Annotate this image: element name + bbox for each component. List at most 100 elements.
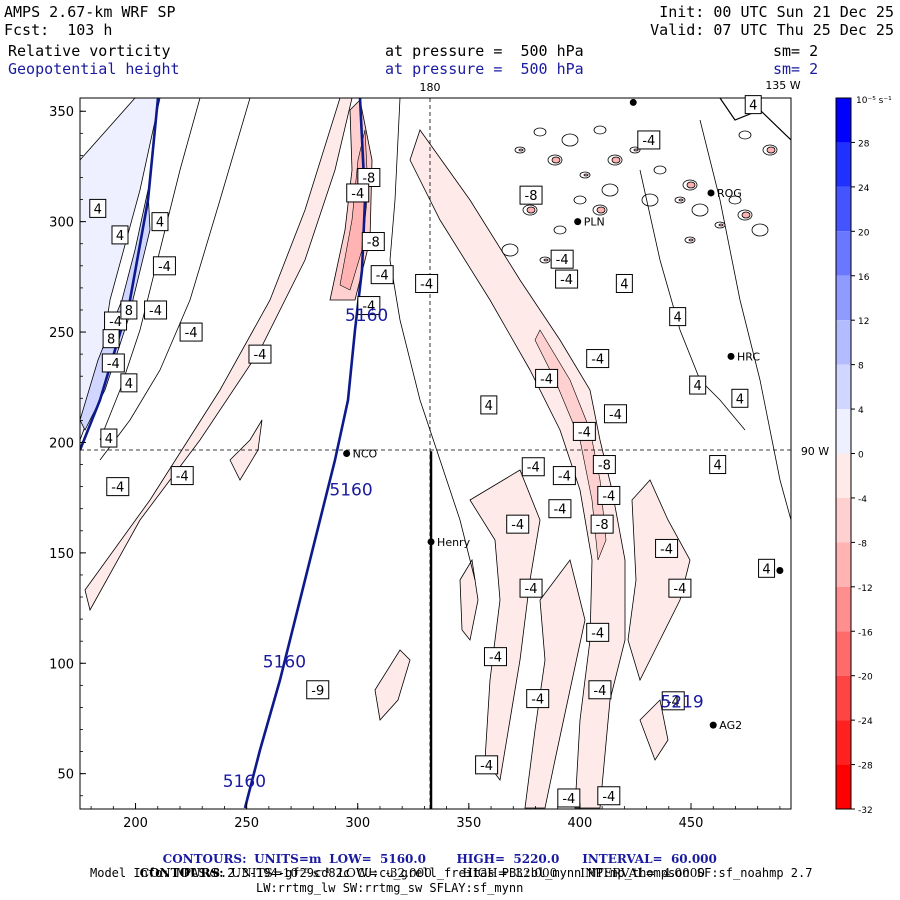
- vorticity-label-text: 4: [125, 377, 133, 392]
- station-label: NCO: [353, 448, 378, 461]
- vorticity-cell-core: [596, 206, 606, 214]
- vorticity-cell: [762, 144, 778, 156]
- vorticity-cell: [714, 221, 726, 229]
- vorticity-contour-label: -4: [661, 691, 685, 711]
- colorbar-label: -32: [858, 806, 873, 816]
- vorticity-label-box: [661, 691, 685, 711]
- vorticity-contour-label: -4: [179, 322, 203, 342]
- vorticity-contour-label: -8: [361, 232, 385, 252]
- vorticity-contour-label: 4: [615, 273, 633, 293]
- vorticity-cell: [737, 209, 753, 221]
- vorticity-label-text: 4: [485, 399, 493, 414]
- colorbar-band: [836, 542, 851, 587]
- station-ag2: AG2: [709, 719, 742, 732]
- vorticity-contour-label: -4: [346, 183, 370, 203]
- vorticity-label-box: [483, 647, 507, 667]
- colorbar-band: [836, 453, 851, 498]
- vorticity-cell: [547, 154, 563, 166]
- vorticity-label-text: -4: [185, 326, 198, 341]
- vorticity-cell: [691, 203, 709, 217]
- vorticity-cell: [592, 204, 608, 216]
- vorticity-contour-label: 8: [102, 329, 120, 349]
- grid-label-90w: 90 W: [801, 445, 829, 458]
- colorbar-band: [836, 586, 851, 632]
- vorticity-label-box: [603, 404, 627, 424]
- vorticity-cell-core: [611, 156, 621, 164]
- vorticity-contour-label: -8: [592, 455, 616, 475]
- vorticity-contour-label: 4: [731, 388, 749, 408]
- station-henry: Henry: [427, 536, 471, 549]
- vorticity-contour-label: -4: [588, 680, 612, 700]
- vort-contour-label: CONTOURS:: [139, 866, 224, 880]
- vorticity-contour-label: -4: [552, 466, 576, 486]
- vorticity-label-text: 4: [762, 562, 770, 577]
- vorticity-label-box: [731, 388, 749, 408]
- vorticity-label-text: -4: [376, 269, 389, 284]
- colorbar-label: -8: [858, 539, 867, 549]
- vorticity-contour-label: -8: [357, 167, 381, 187]
- vorticity-label-text: 4: [736, 392, 744, 407]
- vorticity-contour-label: 4: [709, 455, 727, 475]
- vorticity-cell: [607, 154, 623, 166]
- vorticity-label-box: [102, 329, 120, 349]
- station-hrc: HRC: [727, 350, 760, 363]
- station-dot: [343, 450, 351, 457]
- x-tick-label-200: 200: [123, 816, 148, 831]
- vorticity-label-text: 8: [107, 333, 115, 348]
- vorticity-label-text: 4: [674, 311, 682, 326]
- grid-label-135w: 135 W: [765, 79, 800, 92]
- station-label: Henry: [437, 536, 471, 549]
- colorbar-label: 20: [858, 228, 870, 238]
- station-label: AG2: [719, 719, 742, 732]
- colorbar-label: -4: [858, 495, 867, 505]
- vorticity-contour-label: -4: [668, 578, 692, 598]
- y-tick-label-50: 50: [57, 768, 74, 783]
- vorticity-label-box: [637, 130, 661, 150]
- vorticity-cell: [682, 179, 698, 191]
- height-contour-value: 5160: [345, 306, 388, 326]
- vorticity-label-text: -4: [527, 461, 540, 476]
- colorbar-band: [836, 98, 851, 143]
- station-dot: [629, 98, 637, 106]
- x-tick-label-350: 350: [456, 816, 481, 831]
- vorticity-label-text: -4: [667, 695, 680, 710]
- vorticity-label-text: 4: [116, 229, 124, 244]
- vorticity-contour-label: -4: [144, 300, 168, 320]
- vorticity-label-text: -4: [511, 518, 524, 533]
- vorticity-cell: [653, 165, 667, 175]
- x-tick-label-250: 250: [234, 816, 259, 831]
- vorticity-cell: [561, 133, 579, 147]
- vorticity-label-box: [548, 499, 572, 519]
- grid-label-180: 180: [420, 81, 441, 94]
- vorticity-label-box: [170, 466, 194, 486]
- y-tick-label-200: 200: [49, 436, 74, 451]
- vorticity-label-text: -9: [311, 684, 324, 699]
- vorticity-label-text: -4: [176, 470, 189, 485]
- vorticity-label-text: 4: [714, 459, 722, 474]
- height-contour-value: 5160: [223, 772, 266, 792]
- station-dot: [727, 352, 735, 360]
- vorticity-label-box: [552, 466, 576, 486]
- station-pln: PLN: [574, 216, 605, 229]
- vorticity-contour-label: 4: [120, 373, 138, 393]
- vorticity-label-box: [590, 514, 614, 534]
- vorticity-label-box: [597, 786, 621, 806]
- vorticity-label-box: [586, 622, 610, 642]
- vorticity-label-text: -4: [420, 277, 433, 292]
- x-tick-label-300: 300: [345, 816, 370, 831]
- vorticity-contour-label: -4: [106, 477, 130, 497]
- vorticity-contour-label: 4: [100, 428, 118, 448]
- vorticity-label-box: [597, 485, 621, 505]
- vorticity-contour-label: -4: [535, 368, 559, 388]
- model-info-2: LW:rrtmg_lw SW:rrtmg_sw SFLAY:sf_mynn: [256, 881, 524, 895]
- vorticity-label-box: [346, 183, 370, 203]
- colorbar-label: 16: [858, 273, 870, 283]
- vorticity-cell: [553, 225, 567, 235]
- vorticity-label-box: [668, 578, 692, 598]
- vorticity-label-box: [415, 273, 439, 293]
- vorticity-cell: [573, 195, 587, 205]
- vort-contour-low: LOW= -32.000: [337, 866, 432, 880]
- vorticity-cell: [751, 223, 769, 237]
- vorticity-label-text: -4: [525, 582, 538, 597]
- vorticity-contour-label: -4: [555, 269, 579, 289]
